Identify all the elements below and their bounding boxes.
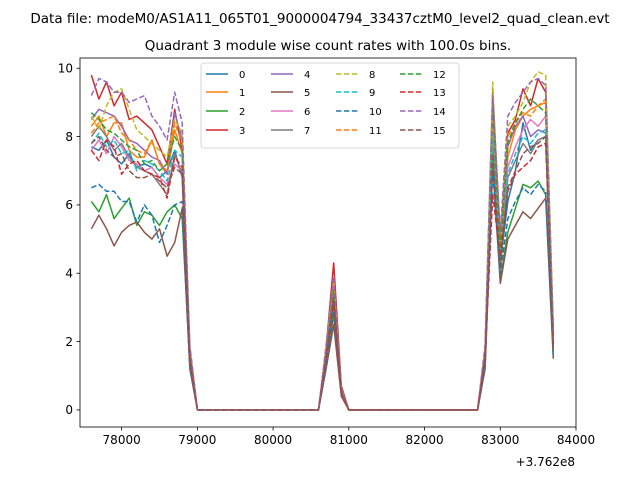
axes-frame [79, 57, 577, 428]
series-line-15 [90, 135, 555, 411]
series-line-14 [90, 77, 555, 411]
legend-label-2: 2 [239, 107, 245, 118]
x-tick-label: 80000 [254, 433, 292, 447]
legend-label-4: 4 [304, 70, 310, 81]
y-tick-label: 6 [65, 198, 73, 212]
legend-label-6: 6 [304, 107, 310, 118]
series-line-9 [90, 129, 555, 411]
x-tick-label: 82000 [405, 433, 443, 447]
legend-label-14: 14 [433, 107, 446, 118]
legend-box [200, 62, 460, 149]
x-tick-label: 79000 [178, 433, 216, 447]
legend-label-3: 3 [239, 126, 245, 137]
x-tick-label: 81000 [330, 433, 368, 447]
legend-label-0: 0 [239, 70, 245, 81]
y-tick-label: 0 [65, 403, 73, 417]
legend-label-13: 13 [433, 88, 446, 99]
y-tick-label: 8 [65, 130, 73, 144]
legend-label-8: 8 [369, 70, 375, 81]
x-axis-offset-label: +3.762e8 [516, 455, 575, 469]
legend-label-11: 11 [369, 126, 382, 137]
x-tick-label: 78000 [103, 433, 141, 447]
plot-area [79, 57, 577, 428]
y-tick-label: 10 [58, 62, 73, 76]
legend-label-15: 15 [433, 126, 446, 137]
chart-suptitle: Data file: modeM0/AS1A11_065T01_90000047… [30, 11, 609, 27]
legend-label-10: 10 [369, 107, 382, 118]
x-tick-label: 84000 [557, 433, 595, 447]
y-axis: 0 2 4 6 8 10 [58, 62, 80, 417]
y-tick-label: 2 [65, 335, 73, 349]
x-tick-label: 83000 [481, 433, 519, 447]
y-tick-label: 4 [65, 267, 73, 281]
chart-title: Quadrant 3 module wise count rates with … [145, 38, 511, 54]
legend-label-5: 5 [304, 88, 310, 99]
legend-label-12: 12 [433, 70, 446, 81]
x-axis: 78000 79000 80000 81000 82000 83000 84000 [103, 427, 595, 447]
legend-label-1: 1 [239, 88, 245, 99]
legend-label-9: 9 [369, 88, 375, 99]
legend-label-7: 7 [304, 126, 310, 137]
